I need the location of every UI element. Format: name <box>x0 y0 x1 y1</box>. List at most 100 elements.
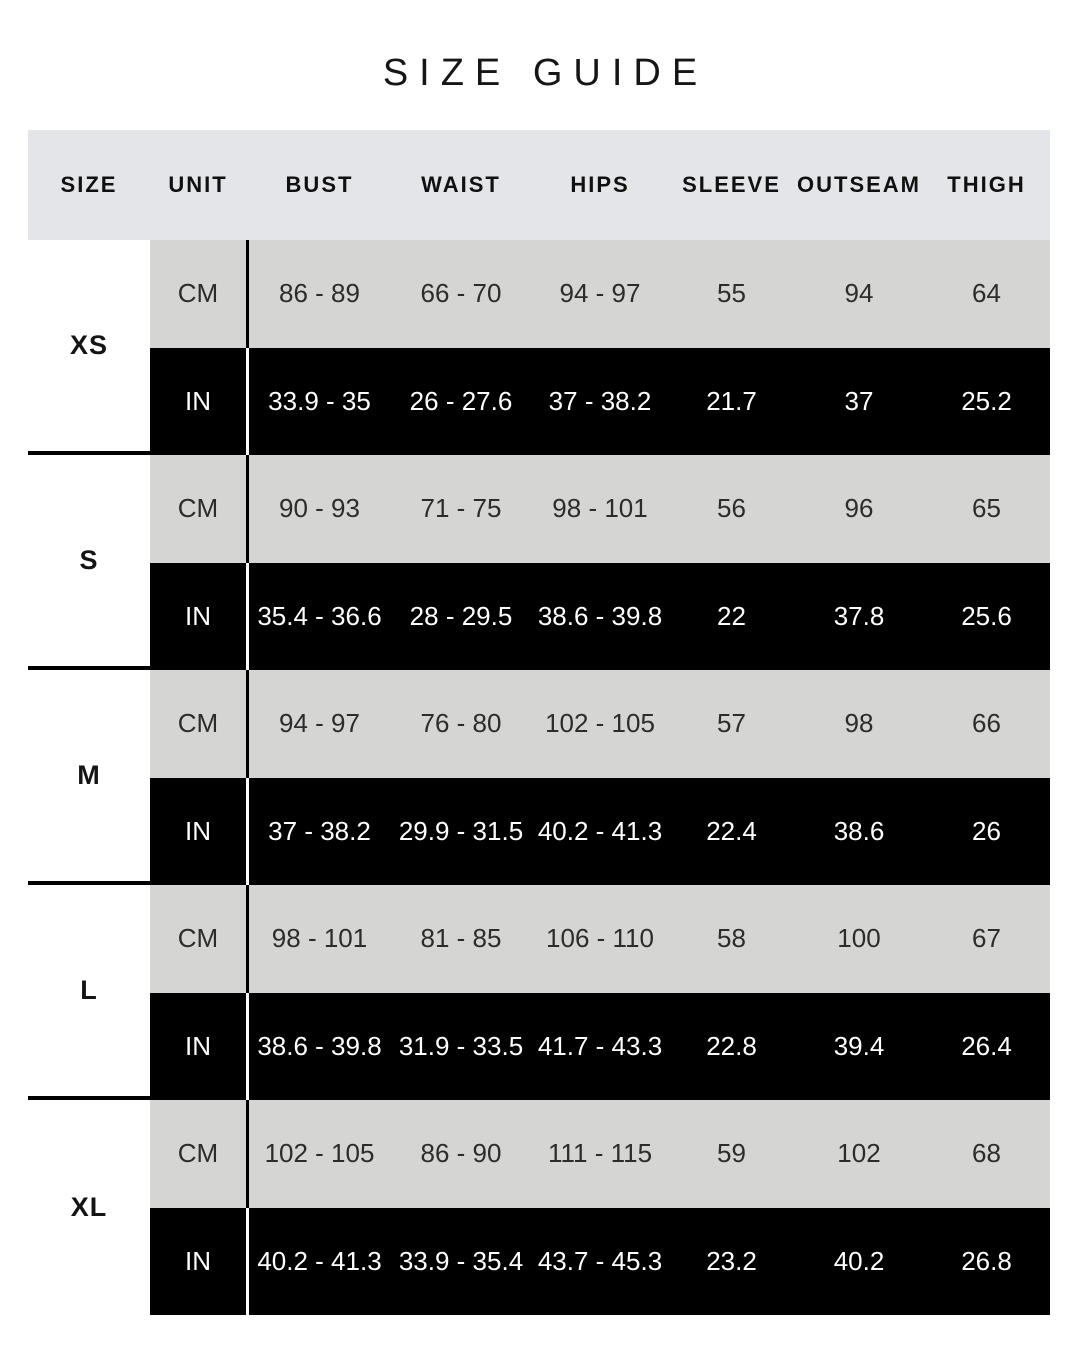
size-group-m: M CM 94 - 97 76 - 80 102 - 105 57 98 66 IN 37 - 3… <box>28 670 1050 885</box>
waist-value: 66 - 70 <box>420 278 502 309</box>
thigh-value: 65 <box>972 493 1001 524</box>
unit-label: CM <box>177 923 219 954</box>
unit-rows: CM 90 - 93 71 - 75 98 - 101 56 96 65 IN 35.4 - 3… <box>150 455 1050 670</box>
sleeve-value: 22 <box>717 600 746 631</box>
outseam-value: 38.6 <box>833 815 885 846</box>
hips-value: 98 - 101 <box>552 493 648 524</box>
unit-label: CM <box>177 1138 219 1169</box>
unit-divider-line <box>246 347 249 455</box>
unit-divider-line <box>246 240 249 348</box>
unit-divider-line <box>246 885 249 993</box>
thigh-value: 25.6 <box>961 600 1012 631</box>
size-label: S <box>28 455 150 670</box>
sleeve-value: 58 <box>717 923 746 954</box>
unit-rows: CM 86 - 89 66 - 70 94 - 97 55 94 64 IN 33.9 - 35… <box>150 240 1050 455</box>
bust-value: 38.6 - 39.8 <box>257 1030 382 1061</box>
column-header-outseam: OUTSEAM <box>797 172 921 197</box>
hips-value: 94 - 97 <box>559 278 641 309</box>
table-header-row: SIZE UNIT BUST WAIST HIPS SLEEVE OUTSEAM… <box>28 130 1050 240</box>
column-header-waist: WAIST <box>421 172 501 197</box>
bust-value: 35.4 - 36.6 <box>257 600 382 631</box>
in-row: IN 40.2 - 41.3 33.9 - 35.4 43.7 - 45.3 23.2 4… <box>150 1207 1050 1315</box>
hips-value: 37 - 38.2 <box>548 385 652 416</box>
sleeve-value: 59 <box>717 1138 746 1169</box>
waist-value: 81 - 85 <box>420 923 502 954</box>
bust-value: 37 - 38.2 <box>268 815 371 846</box>
column-header-hips: HIPS <box>570 172 630 197</box>
bust-value: 33.9 - 35 <box>268 385 371 416</box>
in-row: IN 33.9 - 35 26 - 27.6 37 - 38.2 21.7 37 25.2 <box>150 347 1050 455</box>
waist-value: 33.9 - 35.4 <box>398 1245 524 1276</box>
unit-divider-line <box>246 1207 249 1315</box>
unit-rows: CM 94 - 97 76 - 80 102 - 105 57 98 66 IN 37 - 38… <box>150 670 1050 885</box>
cm-row: CM 98 - 101 81 - 85 106 - 110 58 100 67 <box>150 885 1050 993</box>
outseam-value: 102 <box>837 1138 881 1169</box>
hips-value: 111 - 115 <box>547 1138 653 1169</box>
thigh-value: 68 <box>972 1138 1001 1169</box>
outseam-value: 94 <box>844 278 874 309</box>
outseam-value: 39.4 <box>833 1030 885 1061</box>
in-row: IN 38.6 - 39.8 31.9 - 33.5 41.7 - 43.3 22.8 3… <box>150 992 1050 1100</box>
unit-label: IN <box>185 600 211 631</box>
table-body: XS CM 86 - 89 66 - 70 94 - 97 55 94 64 IN 33.9 - … <box>28 240 1050 1315</box>
sleeve-value: 23.2 <box>706 1245 757 1276</box>
cm-row: CM 102 - 105 86 - 90 111 - 115 59 102 68 <box>150 1100 1050 1208</box>
unit-divider-line <box>246 670 249 778</box>
hips-value: 41.7 - 43.3 <box>537 1030 663 1061</box>
thigh-value: 66 <box>972 708 1001 739</box>
hips-value: 38.6 - 39.8 <box>537 600 663 631</box>
unit-rows: CM 102 - 105 86 - 90 111 - 115 59 102 68 IN 40.2… <box>150 1100 1050 1315</box>
cm-row: CM 86 - 89 66 - 70 94 - 97 55 94 64 <box>150 240 1050 348</box>
sleeve-value: 22.8 <box>706 1030 757 1061</box>
waist-value: 29.9 - 31.5 <box>398 815 524 846</box>
thigh-value: 64 <box>972 278 1001 309</box>
column-header-sleeve: SLEEVE <box>682 172 781 197</box>
hips-value: 40.2 - 41.3 <box>537 815 663 846</box>
bust-value: 98 - 101 <box>271 923 368 954</box>
unit-label: IN <box>185 1030 211 1061</box>
waist-value: 31.9 - 33.5 <box>398 1030 524 1061</box>
unit-label: CM <box>177 708 219 739</box>
thigh-value: 26.8 <box>961 1245 1012 1276</box>
column-header-size: SIZE <box>60 172 118 197</box>
sleeve-value: 55 <box>717 278 746 309</box>
outseam-value: 40.2 <box>833 1245 885 1276</box>
size-label: L <box>28 885 150 1100</box>
hips-value: 102 - 105 <box>545 708 655 739</box>
unit-label: IN <box>185 815 211 846</box>
size-guide-table: SIZE UNIT BUST WAIST HIPS SLEEVE OUTSEAM… <box>28 130 1050 1315</box>
page-title: SIZE GUIDE <box>382 52 709 94</box>
sleeve-value: 21.7 <box>706 385 757 416</box>
hips-value: 106 - 110 <box>546 923 654 954</box>
unit-divider-line <box>246 777 249 885</box>
bust-value: 40.2 - 41.3 <box>257 1245 382 1276</box>
waist-value: 71 - 75 <box>420 493 502 524</box>
unit-divider-line <box>246 1100 249 1208</box>
size-label: M <box>28 670 150 885</box>
size-label: XS <box>28 240 150 455</box>
thigh-value: 25.2 <box>961 385 1012 416</box>
sleeve-value: 22.4 <box>706 815 757 846</box>
unit-divider-line <box>246 992 249 1100</box>
cm-row: CM 94 - 97 76 - 80 102 - 105 57 98 66 <box>150 670 1050 778</box>
hips-value: 43.7 - 45.3 <box>537 1245 663 1276</box>
size-group-xl: XL CM 102 - 105 86 - 90 111 - 115 59 102 68 IN 40… <box>28 1100 1050 1315</box>
waist-value: 76 - 80 <box>420 708 502 739</box>
size-label: XL <box>28 1100 150 1315</box>
column-header-thigh: THIGH <box>947 172 1026 197</box>
unit-label: IN <box>185 385 211 416</box>
unit-divider-line <box>246 562 249 670</box>
bust-value: 102 - 105 <box>264 1138 375 1169</box>
column-header-unit: UNIT <box>168 172 228 197</box>
thigh-value: 67 <box>972 923 1001 954</box>
outseam-value: 100 <box>837 923 881 954</box>
unit-rows: CM 98 - 101 81 - 85 106 - 110 58 100 67 IN 38.6 … <box>150 885 1050 1100</box>
in-row: IN 37 - 38.2 29.9 - 31.5 40.2 - 41.3 22.4 38.… <box>150 777 1050 885</box>
waist-value: 28 - 29.5 <box>409 600 513 631</box>
outseam-value: 37 <box>844 385 874 416</box>
size-group-l: L CM 98 - 101 81 - 85 106 - 110 58 100 67 IN 38.6… <box>28 885 1050 1100</box>
bust-value: 86 - 89 <box>279 278 360 309</box>
in-row: IN 35.4 - 36.6 28 - 29.5 38.6 - 39.8 22 37.8 2… <box>150 562 1050 670</box>
sleeve-value: 57 <box>717 708 746 739</box>
